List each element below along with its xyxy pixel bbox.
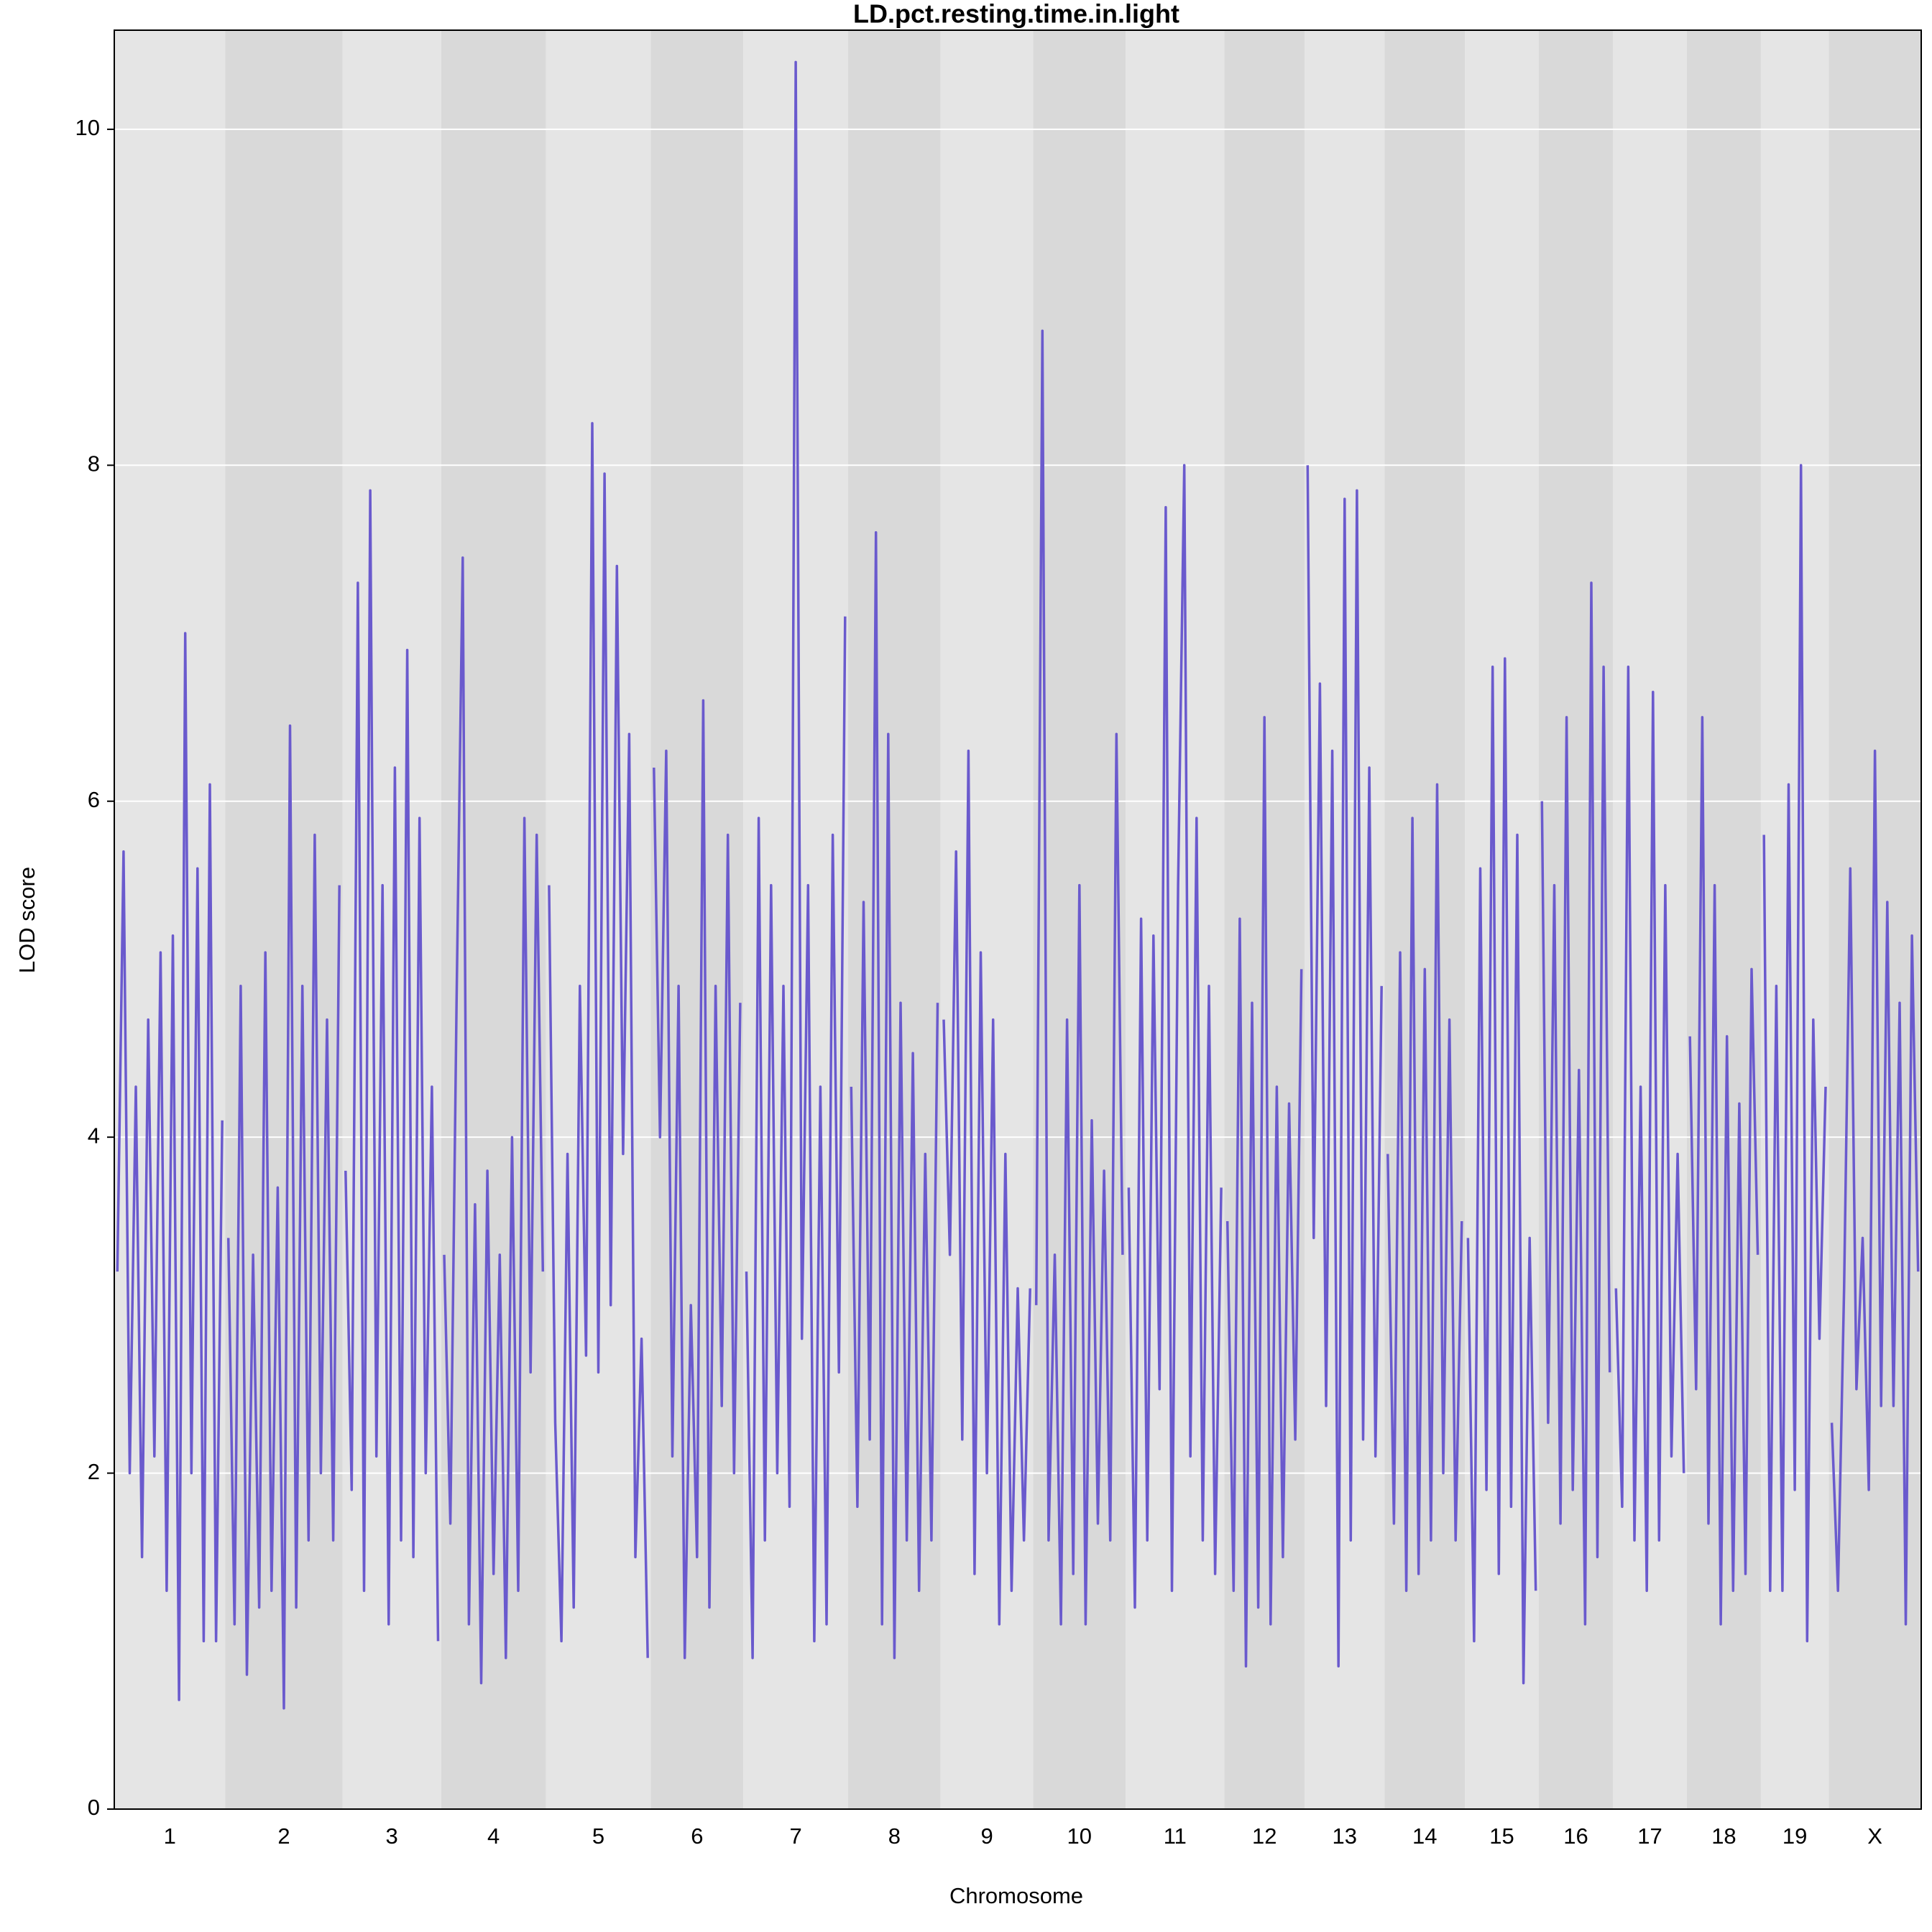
lod-line <box>850 531 939 1660</box>
y-tick-label: 2 <box>88 1459 100 1484</box>
lod-line <box>1614 666 1685 1592</box>
x-tick-label: 16 <box>1563 1823 1588 1849</box>
y-tick-label: 4 <box>88 1123 100 1148</box>
y-tick-label: 10 <box>75 115 100 140</box>
chart-title: LD.pct.resting.time.in.light <box>853 0 1179 29</box>
x-tick-label: 1 <box>164 1823 176 1849</box>
x-tick-label: 13 <box>1333 1823 1357 1849</box>
lod-line <box>548 422 649 1658</box>
chromosome-band <box>1539 30 1613 1809</box>
x-tick-label: 18 <box>1711 1823 1736 1849</box>
lod-line <box>344 489 440 1642</box>
y-tick-label: 8 <box>88 451 100 476</box>
x-tick-label: 17 <box>1637 1823 1662 1849</box>
lod-line <box>1225 716 1303 1668</box>
lod-line <box>1830 749 1920 1626</box>
lod-line <box>443 556 545 1685</box>
x-tick-label: 5 <box>592 1823 604 1849</box>
lod-line <box>116 632 224 1701</box>
x-tick-label: 14 <box>1412 1823 1437 1849</box>
lod-line <box>1688 716 1760 1626</box>
y-axis-label: LOD score <box>14 867 40 973</box>
lod-line <box>745 60 847 1660</box>
chromosome-band <box>114 30 226 1809</box>
x-tick-label: 11 <box>1164 1823 1187 1849</box>
chromosome-band <box>1686 30 1761 1809</box>
x-tick-label: 6 <box>691 1823 703 1849</box>
y-tick-label: 0 <box>88 1795 100 1820</box>
plot-frame <box>114 29 1922 1810</box>
x-tick-label: 9 <box>980 1823 993 1849</box>
x-tick-label: 12 <box>1252 1823 1276 1849</box>
x-tick-label: 4 <box>487 1823 500 1849</box>
chromosome-band <box>1612 30 1687 1809</box>
lod-line <box>1762 464 1827 1643</box>
chromosome-band <box>342 30 441 1809</box>
x-axis-label: Chromosome <box>949 1883 1083 1908</box>
lod-line <box>1466 657 1537 1685</box>
lod-line <box>1386 783 1463 1592</box>
chromosome-band <box>1224 30 1305 1809</box>
x-tick-label: 15 <box>1489 1823 1514 1849</box>
lod-line <box>1540 581 1611 1626</box>
x-tick-label: 2 <box>277 1823 290 1849</box>
lod-line <box>1127 464 1223 1609</box>
y-tick-label: 6 <box>88 787 100 812</box>
x-tick-label: 3 <box>385 1823 397 1849</box>
lod-line <box>653 699 742 1660</box>
lod-line <box>1034 329 1124 1626</box>
x-tick-label: X <box>1867 1823 1882 1849</box>
x-tick-label: 8 <box>888 1823 901 1849</box>
lod-line <box>226 724 341 1710</box>
lod-line <box>942 749 1031 1626</box>
x-tick-label: 19 <box>1782 1823 1807 1849</box>
chromosome-band <box>1384 30 1466 1809</box>
lod-line <box>1306 465 1383 1668</box>
x-tick-label: 7 <box>789 1823 801 1849</box>
x-tick-label: 10 <box>1067 1823 1092 1849</box>
